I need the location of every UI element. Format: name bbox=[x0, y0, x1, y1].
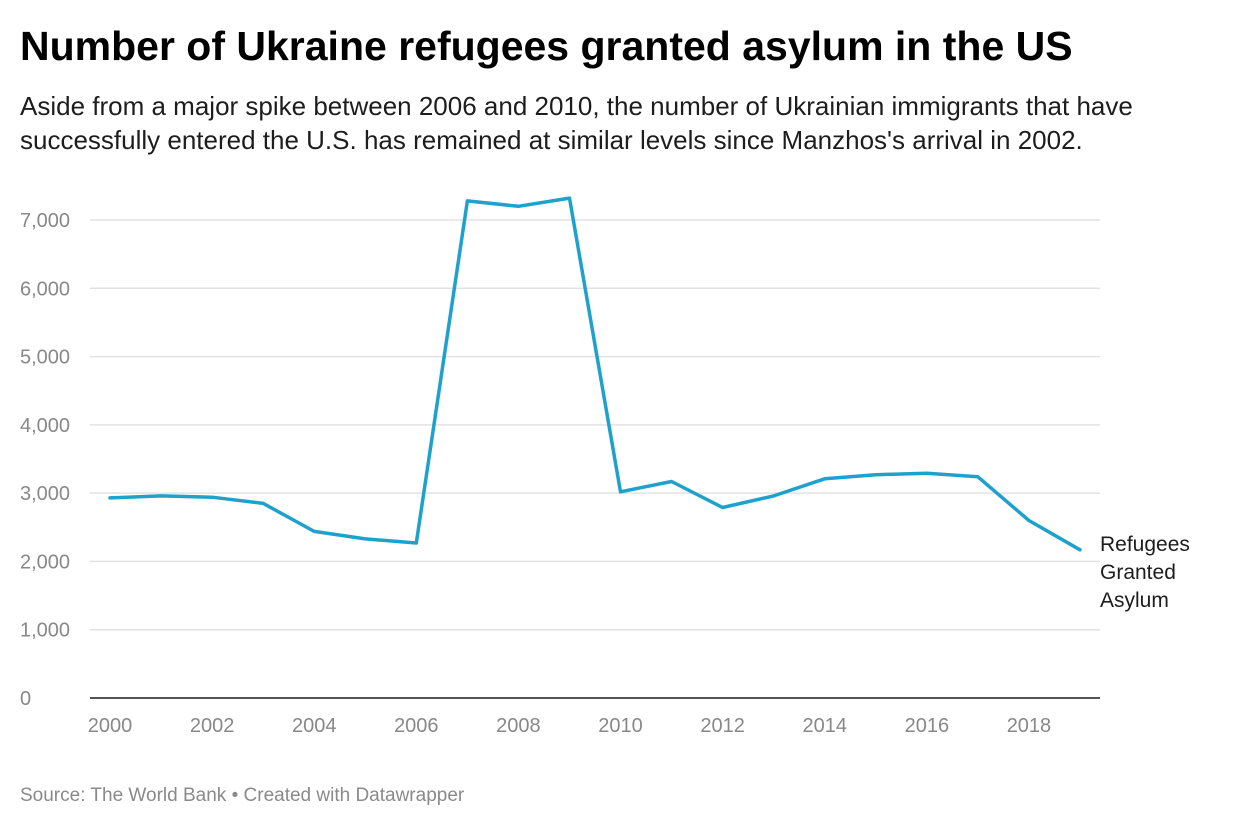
series-label-line: Granted bbox=[1100, 561, 1176, 584]
gridlines bbox=[90, 219, 1100, 631]
source-text: Source: The World Bank bbox=[20, 785, 227, 806]
x-tick-label: 2008 bbox=[496, 715, 541, 737]
x-tick-label: 2006 bbox=[394, 715, 439, 737]
x-tick-label: 2002 bbox=[190, 715, 235, 737]
series-labels: Refugees Granted Asylum bbox=[1100, 533, 1190, 612]
x-tick-label: 2000 bbox=[88, 715, 133, 737]
chart-footer: Source: The World Bank • Created with Da… bbox=[20, 785, 464, 807]
axes: 0 1,000 2,000 3,000 4,000 5,000 6,000 7,000 2000… bbox=[20, 210, 1100, 737]
y-tick-label: 0 bbox=[20, 688, 31, 710]
credit-text: Created with Datawrapper bbox=[243, 785, 465, 806]
y-tick-label: 7,000 bbox=[20, 210, 70, 232]
y-tick-label: 4,000 bbox=[20, 415, 70, 437]
chart-subtitle: Aside from a major spike between 2006 an… bbox=[20, 91, 1133, 155]
y-tick-label: 6,000 bbox=[20, 278, 70, 300]
series-label: Refugees Granted Asylum bbox=[1100, 533, 1190, 612]
series-line bbox=[108, 196, 1082, 552]
y-tick-label: 3,000 bbox=[20, 483, 70, 505]
x-tick-label: 2014 bbox=[802, 715, 847, 737]
chart-title: Number of Ukraine refugees granted asylu… bbox=[20, 23, 1073, 69]
x-tick-label: 2004 bbox=[292, 715, 337, 737]
x-tick-label: 2016 bbox=[905, 715, 950, 737]
line-chart: 0 1,000 2,000 3,000 4,000 5,000 6,000 7,000 2000… bbox=[20, 196, 1190, 737]
y-tick-label: 1,000 bbox=[20, 620, 70, 642]
x-tick-label: 2018 bbox=[1007, 715, 1052, 737]
y-tick-label: 2,000 bbox=[20, 551, 70, 573]
x-tick-label: 2010 bbox=[598, 715, 643, 737]
series-label-line: Refugees bbox=[1100, 533, 1190, 556]
series-lines bbox=[108, 196, 1082, 552]
y-tick-label: 5,000 bbox=[20, 347, 70, 369]
footer-separator: • bbox=[226, 785, 244, 806]
series-label-line: Asylum bbox=[1100, 589, 1169, 612]
x-tick-label: 2012 bbox=[700, 715, 745, 737]
